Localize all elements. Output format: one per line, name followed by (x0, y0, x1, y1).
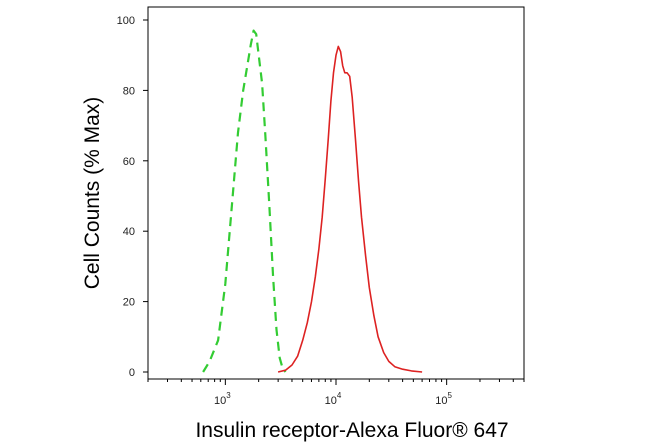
x-tick-label: 103 (214, 391, 231, 407)
series-line-2 (277, 45, 423, 373)
x-tick-label: 104 (325, 391, 342, 407)
y-axis: 0 20 40 60 80 100 (117, 15, 148, 379)
x-axis: 103 104 105 (147, 379, 525, 407)
x-tick-label: 105 (435, 391, 452, 407)
y-tick-label: 40 (123, 226, 135, 238)
y-axis-title: Cell Counts (% Max) (81, 97, 104, 290)
y-tick-label: 100 (117, 15, 135, 27)
x-axis-title: Insulin receptor-Alexa Fluor® 647 (195, 419, 508, 442)
series-line-1 (202, 29, 287, 373)
y-tick-label: 60 (123, 156, 135, 168)
series-layer (202, 29, 423, 373)
y-tick-label: 20 (123, 297, 135, 309)
y-tick-label: 80 (123, 85, 135, 97)
plot-area (147, 6, 525, 380)
y-tick-label: 0 (129, 367, 135, 379)
